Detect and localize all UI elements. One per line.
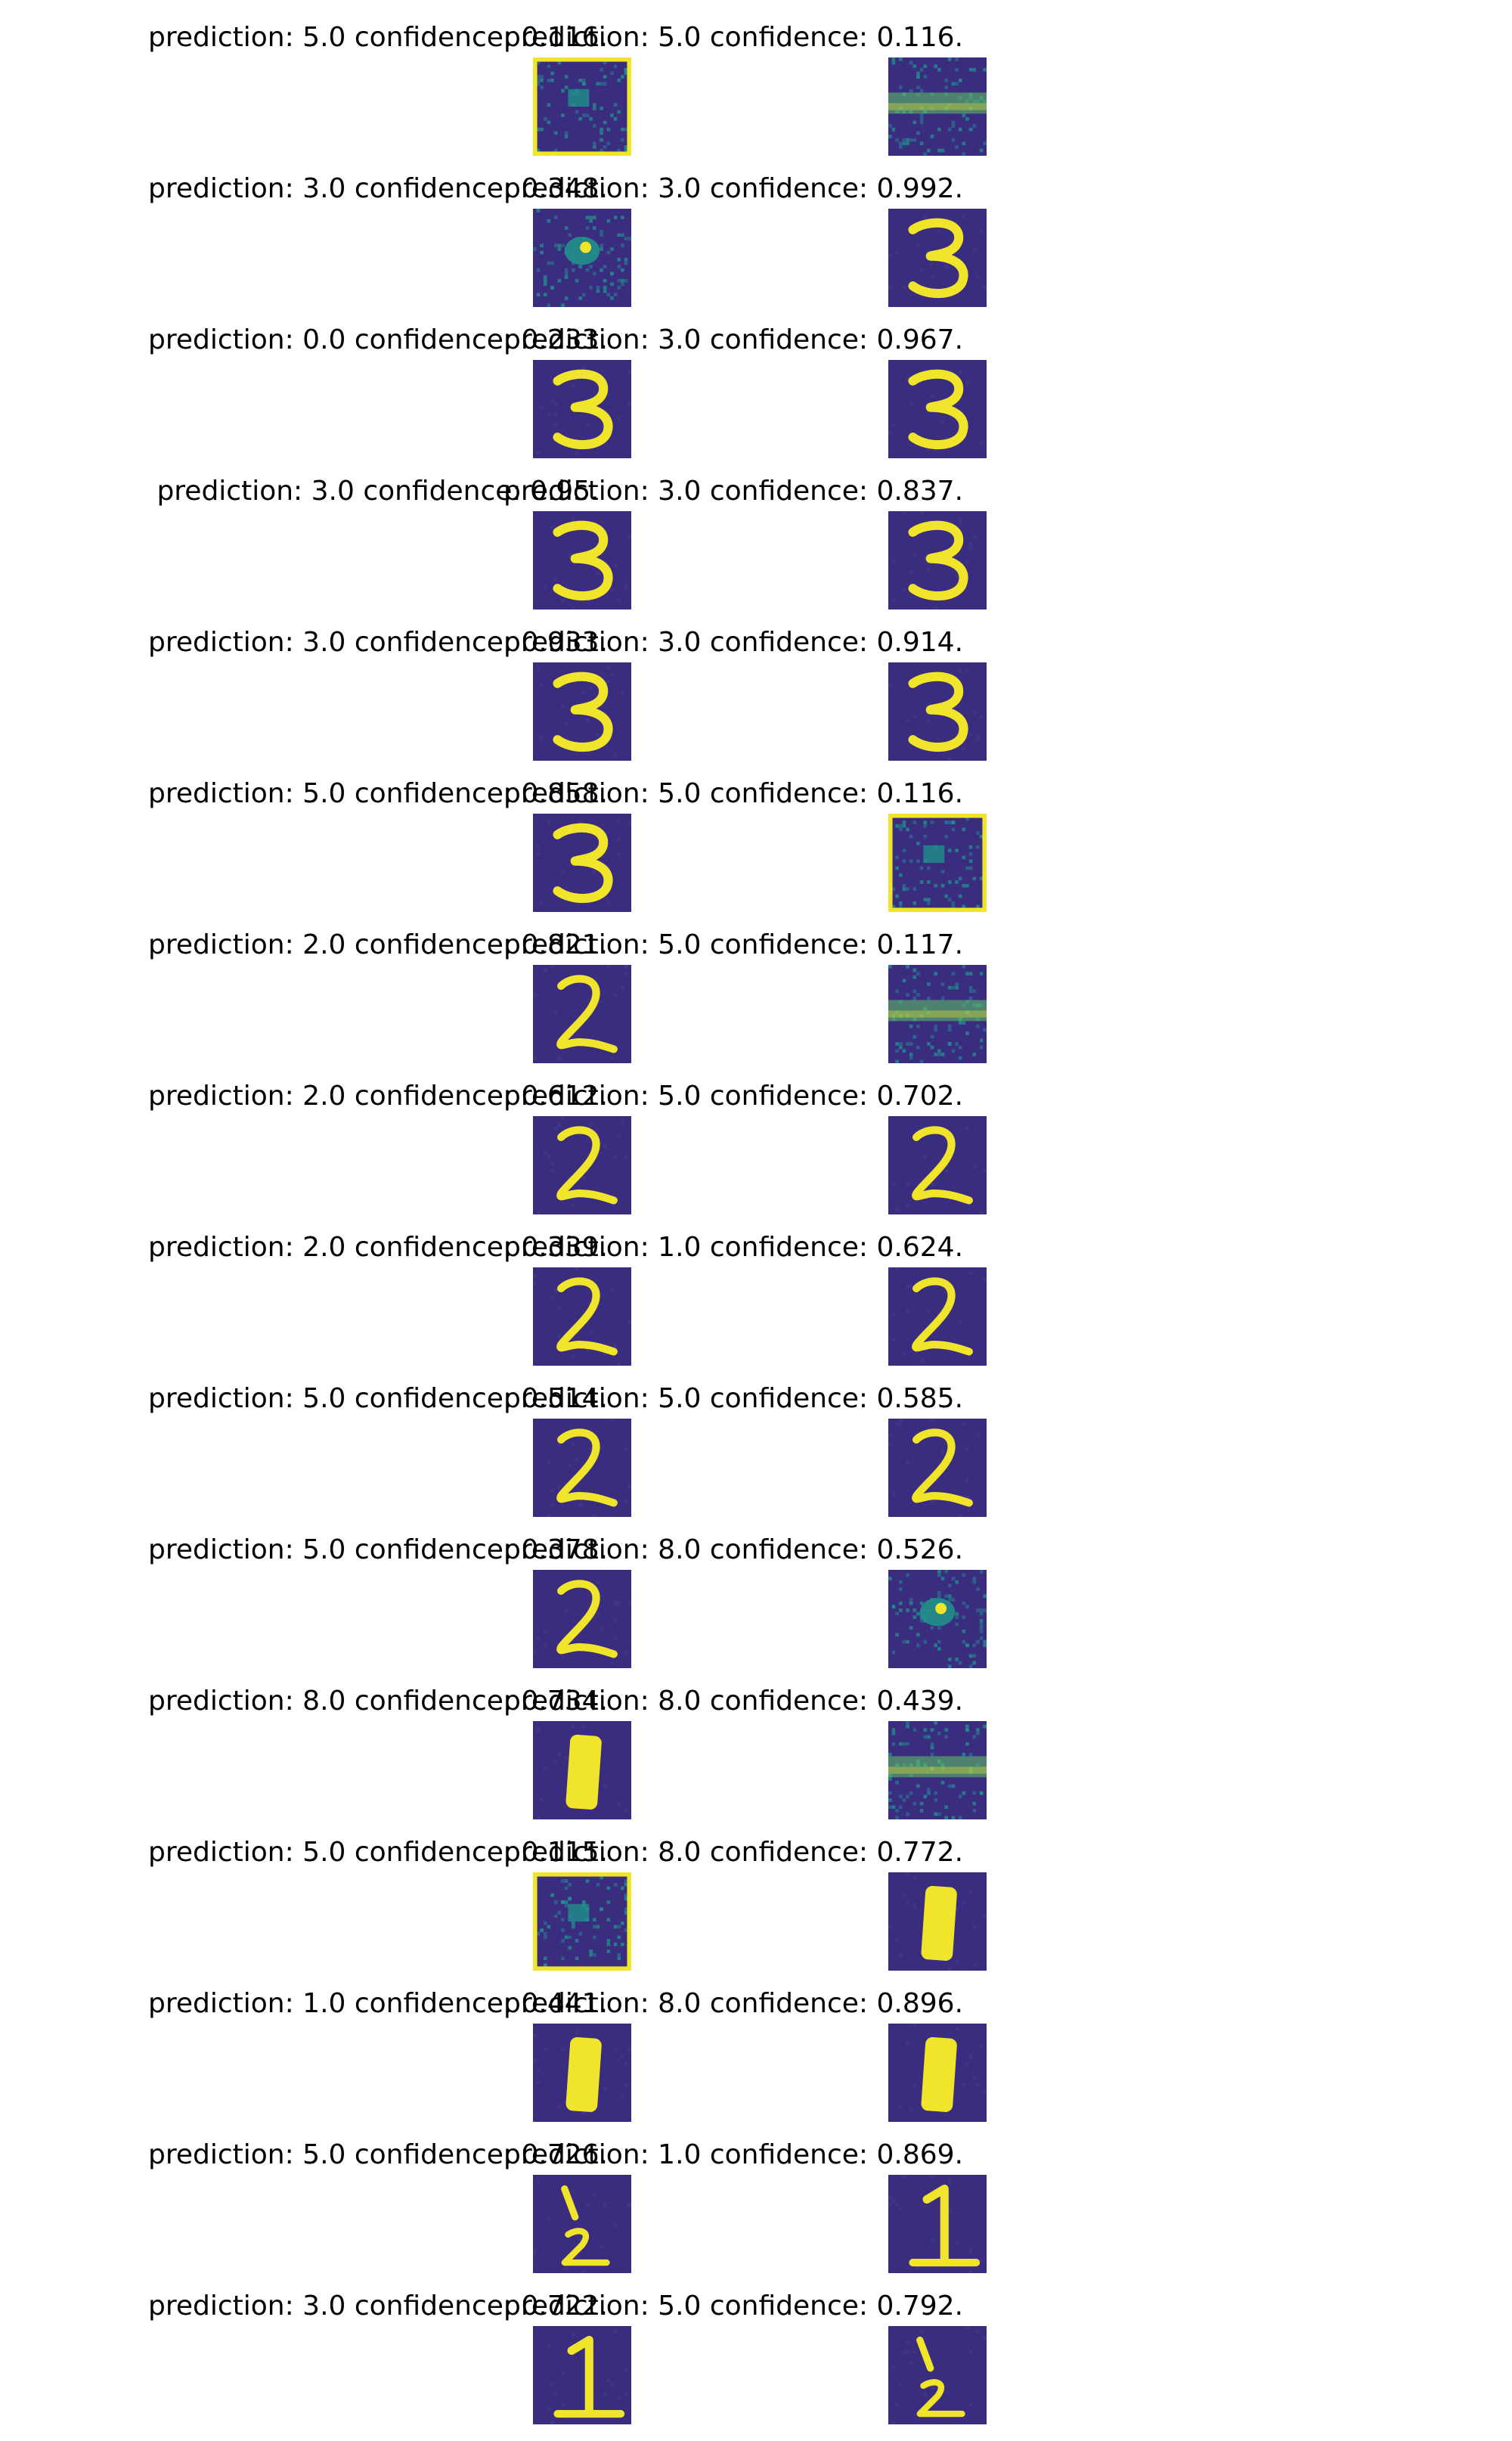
prediction-caption: prediction: 5.0 confidence: 0.115. — [147, 1837, 609, 1868]
digit-image-digit-3 — [888, 511, 987, 609]
prediction-cell-9-right: prediction: 5.0 confidence: 0.585. — [355, 1382, 1111, 1534]
prediction-cell-2-right: prediction: 3.0 confidence: 0.967. — [355, 324, 1111, 475]
digit-image-digit-3 — [888, 662, 987, 761]
prediction-cell-0-left: prediction: 5.0 confidence: 0.116. — [0, 21, 756, 172]
digit-image-digit-1-bar — [888, 2024, 987, 2122]
prediction-cell-1-right: prediction: 3.0 confidence: 0.992. — [355, 172, 1111, 324]
digit-image-noise-band — [888, 965, 987, 1063]
prediction-caption: prediction: 2.0 confidence: 0.612. — [147, 1081, 609, 1112]
digit-image-digit-2 — [533, 1116, 631, 1214]
prediction-cell-14-left: prediction: 5.0 confidence: 0.726. — [0, 2139, 756, 2290]
prediction-cell-13-right: prediction: 8.0 confidence: 0.896. — [355, 1987, 1111, 2139]
digit-image-noise-blob — [533, 209, 631, 307]
prediction-cell-3-left: prediction: 3.0 confidence: 0.95. — [0, 475, 756, 626]
prediction-caption: prediction: 5.0 confidence: 0.858. — [147, 778, 609, 809]
prediction-caption: prediction: 3.0 confidence: 0.914. — [503, 627, 964, 658]
prediction-caption: prediction: 5.0 confidence: 0.116. — [147, 22, 609, 53]
prediction-caption: prediction: 3.0 confidence: 0.992. — [503, 173, 964, 204]
prediction-caption: prediction: 0.0 confidence: 0.233. — [147, 324, 609, 355]
prediction-cell-5-right: prediction: 5.0 confidence: 0.116. — [355, 777, 1111, 929]
digit-image-digit-2 — [533, 1267, 631, 1366]
prediction-caption: prediction: 3.0 confidence: 0.933. — [147, 627, 609, 658]
prediction-caption: prediction: 5.0 confidence: 0.116. — [503, 22, 964, 53]
prediction-caption: prediction: 5.0 confidence: 0.702. — [503, 1081, 964, 1112]
prediction-cell-11-left: prediction: 8.0 confidence: 0.734. — [0, 1685, 756, 1836]
prediction-cell-3-right: prediction: 3.0 confidence: 0.837. — [355, 475, 1111, 626]
digit-image-digit-1 — [888, 2175, 987, 2273]
prediction-caption: prediction: 3.0 confidence: 0.348. — [147, 173, 609, 204]
prediction-caption: prediction: 5.0 confidence: 0.792. — [503, 2291, 964, 2322]
prediction-caption: prediction: 8.0 confidence: 0.526. — [503, 1534, 964, 1565]
prediction-cell-14-right: prediction: 1.0 confidence: 0.869. — [355, 2139, 1111, 2290]
prediction-caption: prediction: 1.0 confidence: 0.441. — [147, 1988, 609, 2019]
prediction-caption: prediction: 3.0 confidence: 0.837. — [503, 476, 964, 507]
prediction-cell-12-left: prediction: 5.0 confidence: 0.115. — [0, 1836, 756, 1987]
prediction-caption: prediction: 3.0 confidence: 0.95. — [156, 476, 600, 507]
prediction-cell-11-right: prediction: 8.0 confidence: 0.439. — [355, 1685, 1111, 1836]
prediction-cell-7-right: prediction: 5.0 confidence: 0.702. — [355, 1080, 1111, 1231]
prediction-cell-8-right: prediction: 1.0 confidence: 0.624. — [355, 1231, 1111, 1382]
prediction-cell-10-left: prediction: 5.0 confidence: 0.378. — [0, 1534, 756, 1685]
prediction-caption: prediction: 3.0 confidence: 0.722. — [147, 2291, 609, 2322]
digit-image-digit-2 — [533, 1570, 631, 1668]
prediction-caption: prediction: 2.0 confidence: 0.339. — [147, 1232, 609, 1263]
prediction-cell-10-right: prediction: 8.0 confidence: 0.526. — [355, 1534, 1111, 1685]
prediction-caption: prediction: 8.0 confidence: 0.734. — [147, 1686, 609, 1717]
prediction-caption: prediction: 8.0 confidence: 0.896. — [503, 1988, 964, 2019]
prediction-caption: prediction: 2.0 confidence: 0.821. — [147, 929, 609, 960]
prediction-cell-6-left: prediction: 2.0 confidence: 0.821. — [0, 929, 756, 1080]
prediction-cell-0-right: prediction: 5.0 confidence: 0.116. — [355, 21, 1111, 172]
digit-image-digit-2 — [888, 1267, 987, 1366]
prediction-cell-1-left: prediction: 3.0 confidence: 0.348. — [0, 172, 756, 324]
digit-image-digit-3 — [533, 814, 631, 912]
prediction-caption: prediction: 5.0 confidence: 0.726. — [147, 2139, 609, 2170]
digit-image-digit-3 — [533, 360, 631, 458]
digit-image-digit-2 — [533, 965, 631, 1063]
digit-image-digit-1-bar — [533, 1721, 631, 1819]
prediction-cell-4-left: prediction: 3.0 confidence: 0.933. — [0, 626, 756, 777]
prediction-cell-12-right: prediction: 8.0 confidence: 0.772. — [355, 1836, 1111, 1987]
prediction-caption: prediction: 5.0 confidence: 0.378. — [147, 1534, 609, 1565]
prediction-caption: prediction: 5.0 confidence: 0.117. — [503, 929, 964, 960]
prediction-cell-15-right: prediction: 5.0 confidence: 0.792. — [355, 2290, 1111, 2441]
digit-image-digit-3 — [533, 662, 631, 761]
prediction-cell-5-left: prediction: 5.0 confidence: 0.858. — [0, 777, 756, 929]
prediction-caption: prediction: 5.0 confidence: 0.514. — [147, 1383, 609, 1414]
digit-image-digit-3 — [888, 360, 987, 458]
digit-image-noise-band — [888, 57, 987, 156]
digit-image-digit-2 — [888, 1419, 987, 1517]
prediction-cell-6-right: prediction: 5.0 confidence: 0.117. — [355, 929, 1111, 1080]
digit-image-noise-frame — [533, 1872, 631, 1971]
prediction-cell-15-left: prediction: 3.0 confidence: 0.722. — [0, 2290, 756, 2441]
digit-image-digit-1-bar — [888, 1872, 987, 1971]
prediction-cell-7-left: prediction: 2.0 confidence: 0.612. — [0, 1080, 756, 1231]
digit-image-digit-1-2 — [888, 2326, 987, 2424]
prediction-caption: prediction: 1.0 confidence: 0.869. — [503, 2139, 964, 2170]
digit-image-digit-2 — [533, 1419, 631, 1517]
digit-image-digit-3 — [533, 511, 631, 609]
prediction-caption: prediction: 3.0 confidence: 0.967. — [503, 324, 964, 355]
prediction-cell-13-left: prediction: 1.0 confidence: 0.441. — [0, 1987, 756, 2139]
prediction-cell-4-right: prediction: 3.0 confidence: 0.914. — [355, 626, 1111, 777]
digit-image-digit-1 — [533, 2326, 631, 2424]
digit-image-noise-blob — [888, 1570, 987, 1668]
prediction-caption: prediction: 1.0 confidence: 0.624. — [503, 1232, 964, 1263]
digit-image-digit-1-bar — [533, 2024, 631, 2122]
prediction-caption: prediction: 5.0 confidence: 0.116. — [503, 778, 964, 809]
digit-image-digit-1-2 — [533, 2175, 631, 2273]
prediction-cell-8-left: prediction: 2.0 confidence: 0.339. — [0, 1231, 756, 1382]
prediction-caption: prediction: 8.0 confidence: 0.439. — [503, 1686, 964, 1717]
prediction-cell-2-left: prediction: 0.0 confidence: 0.233. — [0, 324, 756, 475]
digit-image-noise-frame — [888, 814, 987, 912]
digit-image-digit-2 — [888, 1116, 987, 1214]
digit-image-noise-frame — [533, 57, 631, 156]
prediction-cell-9-left: prediction: 5.0 confidence: 0.514. — [0, 1382, 756, 1534]
prediction-caption: prediction: 5.0 confidence: 0.585. — [503, 1383, 964, 1414]
prediction-caption: prediction: 8.0 confidence: 0.772. — [503, 1837, 964, 1868]
digit-image-noise-band — [888, 1721, 987, 1819]
digit-image-digit-3 — [888, 209, 987, 307]
